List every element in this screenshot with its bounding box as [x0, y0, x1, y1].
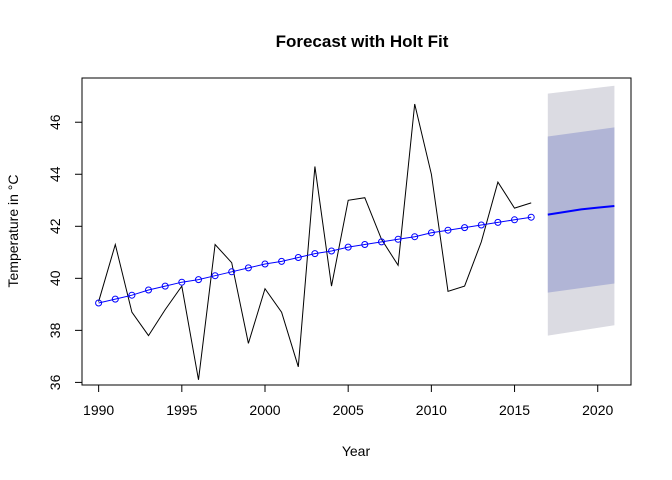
fitted-point — [178, 278, 186, 286]
x-tick-label: 2010 — [416, 402, 447, 418]
fitted-point — [477, 221, 485, 229]
axes: 1990 1995 2000 2005 2010 2015 2020 36 38 40 42 44 46 — [47, 114, 614, 418]
series-line-observed — [98, 103, 532, 380]
y-tick-label: 42 — [47, 218, 63, 234]
fitted-point — [128, 291, 136, 299]
fitted-point — [95, 299, 103, 307]
fitted-point — [111, 295, 119, 303]
series-line-fitted — [98, 216, 532, 304]
fitted-point — [344, 243, 352, 251]
prediction-intervals — [547, 85, 615, 336]
x-tick-label: 1990 — [83, 402, 114, 418]
x-tick-label: 2000 — [249, 402, 280, 418]
y-tick-label: 40 — [47, 270, 63, 286]
fitted-point — [244, 264, 252, 272]
data-lines — [98, 103, 615, 380]
fitted-point — [261, 260, 269, 268]
x-tick-label: 2015 — [499, 402, 530, 418]
chart-title: Forecast with Holt Fit — [276, 32, 449, 51]
y-tick-label: 46 — [47, 114, 63, 130]
fitted-point — [294, 254, 302, 261]
x-tick-label: 2005 — [333, 402, 364, 418]
fitted-point — [427, 229, 435, 237]
y-tick-label: 44 — [47, 166, 63, 182]
fitted-point — [228, 268, 236, 276]
series-line-forecast — [547, 205, 615, 216]
y-axis-label: Temperature in °C — [5, 175, 21, 288]
fitted-point — [411, 233, 419, 241]
fitted-point — [444, 226, 452, 234]
x-tick-label: 2020 — [582, 402, 613, 418]
fitted-point — [494, 218, 502, 226]
fitted-point — [211, 272, 219, 280]
fitted-point — [328, 247, 335, 255]
fitted-point — [361, 241, 369, 248]
fitted-point — [394, 235, 402, 243]
fitted-point — [195, 276, 202, 284]
fitted-point — [145, 286, 152, 294]
y-tick-label: 36 — [47, 374, 63, 390]
fitted-point — [161, 282, 169, 290]
fitted-points — [95, 213, 535, 307]
x-tick-label: 1995 — [166, 402, 197, 418]
fitted-point — [378, 238, 385, 246]
x-axis-label: Year — [342, 443, 371, 459]
fitted-point — [311, 250, 319, 258]
fitted-point — [278, 257, 286, 265]
fitted-point — [511, 216, 518, 224]
fitted-point — [461, 224, 469, 232]
fitted-point — [527, 213, 535, 221]
y-tick-label: 38 — [47, 322, 63, 338]
